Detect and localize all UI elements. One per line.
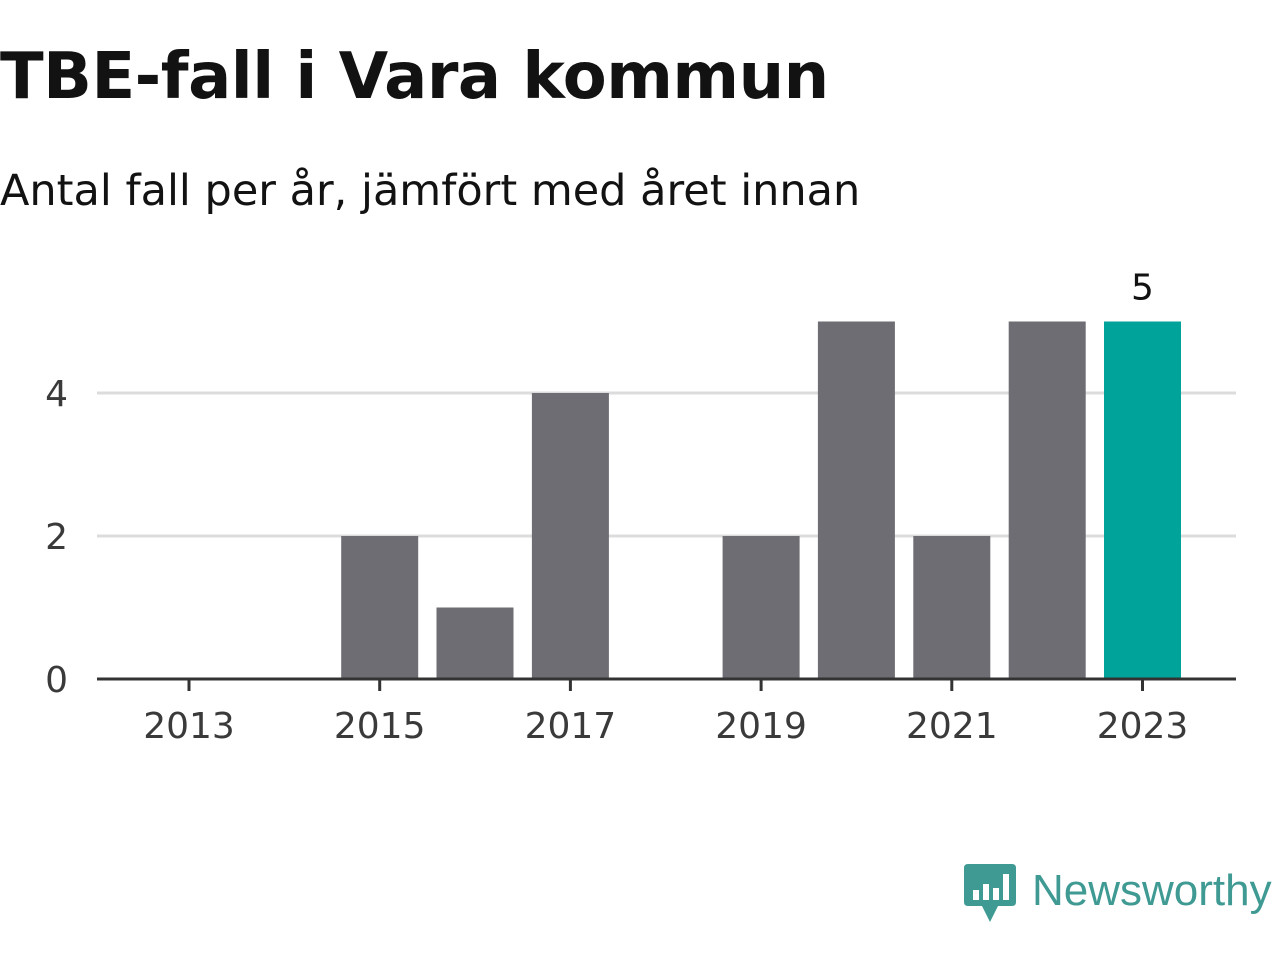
data-label: 5 <box>1131 268 1154 309</box>
logo-text: Newsworthy <box>1032 866 1272 915</box>
y-tick-label: 2 <box>45 517 68 558</box>
y-tick-label: 4 <box>45 374 68 415</box>
bar-chart: 0 2 4 2013 2015 2017 2019 2021 2023 5 <box>45 268 1236 748</box>
bars <box>341 321 1181 679</box>
bar-2019 <box>722 536 800 679</box>
x-tick-label: 2019 <box>715 706 807 747</box>
y-tick-label: 0 <box>45 660 68 701</box>
bar-2015 <box>341 536 419 679</box>
newsworthy-logo: Newsworthy <box>964 864 1272 926</box>
bar-2022 <box>1008 321 1086 679</box>
bar-2016 <box>436 607 514 679</box>
x-tick-label: 2023 <box>1097 706 1189 747</box>
bar-2021 <box>913 536 991 679</box>
chart-subtitle: Antal fall per år, jämfört med året inna… <box>0 166 861 216</box>
x-tick-label: 2013 <box>143 706 235 747</box>
bar-2017 <box>531 393 609 679</box>
x-tick-label: 2015 <box>334 706 426 747</box>
bar-2020 <box>817 321 895 679</box>
x-axis <box>97 677 1236 691</box>
x-tick-label: 2017 <box>525 706 617 747</box>
bar-chart-speech-bubble-icon <box>964 864 1016 922</box>
x-tick-label: 2021 <box>906 706 998 747</box>
chart-title: TBE-fall i Vara kommun <box>0 40 829 114</box>
bar-2023 <box>1104 321 1181 679</box>
labels: 0 2 4 2013 2015 2017 2019 2021 2023 5 <box>45 268 1188 748</box>
